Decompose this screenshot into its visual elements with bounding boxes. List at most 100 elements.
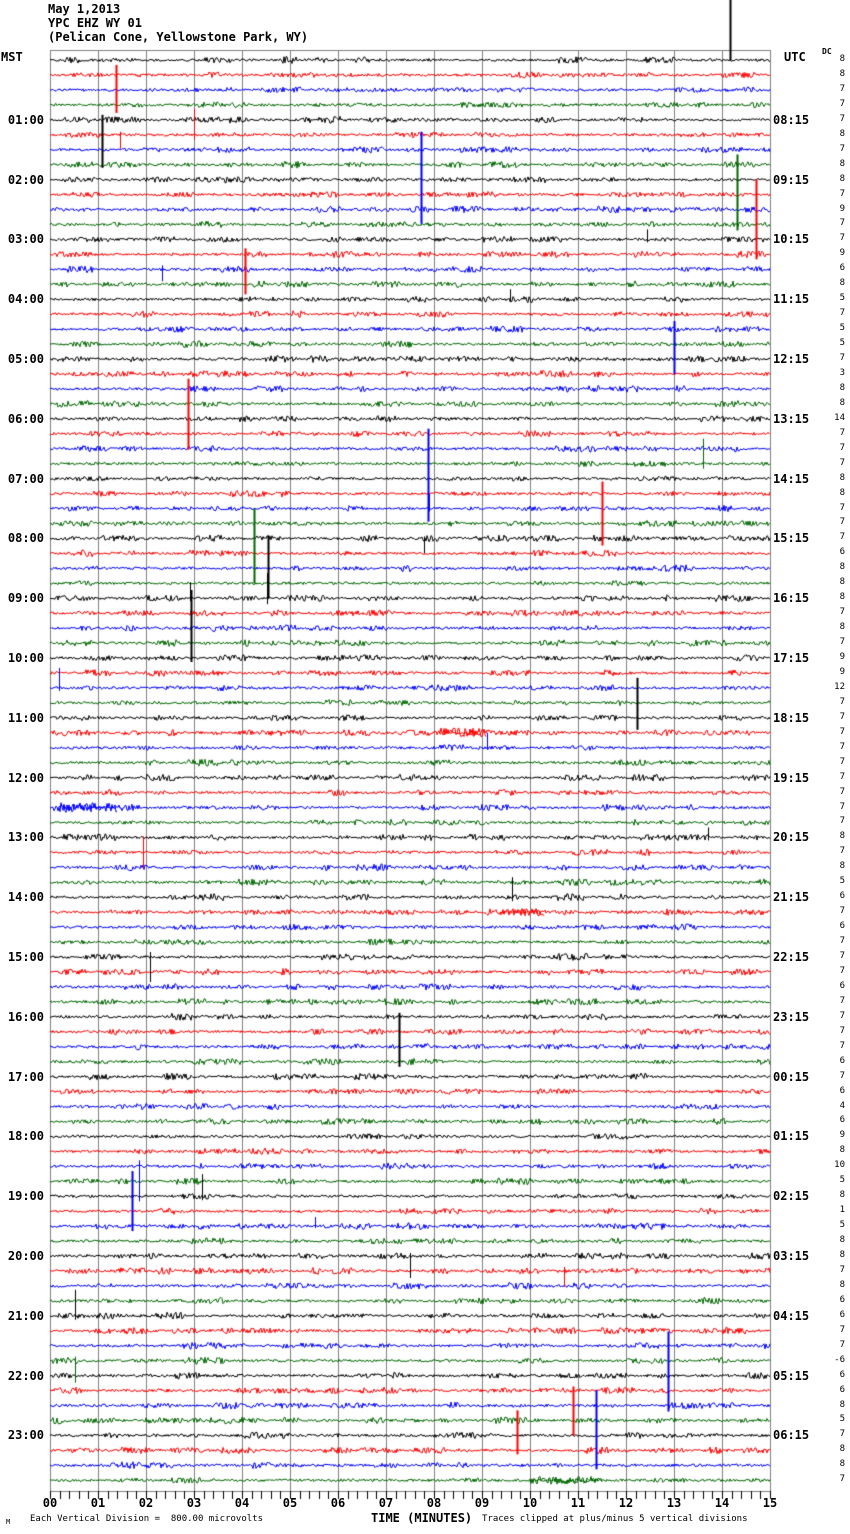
dc-offset-value: 7 xyxy=(839,353,845,363)
mst-hour-label: 17:00 xyxy=(7,1070,44,1084)
utc-hour-label: 22:15 xyxy=(773,950,810,964)
x-axis-tick-label: 12 xyxy=(618,1496,634,1510)
dc-offset-value: 6 xyxy=(839,1310,845,1320)
dc-offset-value: 7 xyxy=(839,1325,845,1335)
dc-offset-value: 7 xyxy=(839,84,845,94)
dc-offset-value: 7 xyxy=(839,1474,845,1484)
mst-hour-label: 01:00 xyxy=(7,113,44,127)
mst-hour-label: 22:00 xyxy=(7,1369,44,1383)
mst-hour-label: 03:00 xyxy=(7,232,44,246)
mst-hour-label: 23:00 xyxy=(7,1428,44,1442)
dc-offset-value: 8 xyxy=(839,488,845,498)
dc-offset-value: 8 xyxy=(839,1250,845,1260)
dc-offset-value: 6 xyxy=(839,921,845,931)
utc-column-header: UTC xyxy=(784,50,806,64)
x-axis-tick-label: 13 xyxy=(666,1496,682,1510)
dc-offset-value: 6 xyxy=(839,547,845,557)
utc-hour-label: 11:15 xyxy=(773,292,810,306)
mst-hour-label: 18:00 xyxy=(7,1129,44,1143)
mst-hour-label: 06:00 xyxy=(7,412,44,426)
dc-offset-value: 7 xyxy=(839,996,845,1006)
utc-hour-label: 17:15 xyxy=(773,651,810,665)
dc-offset-value: 7 xyxy=(839,951,845,961)
mst-hour-label: 10:00 xyxy=(7,651,44,665)
dc-offset-value: 7 xyxy=(839,99,845,109)
dc-column-header: DC xyxy=(822,47,832,56)
dc-offset-value: 14 xyxy=(834,413,845,423)
dc-offset-value: 6 xyxy=(839,1086,845,1096)
dc-offset-value: 8 xyxy=(839,592,845,602)
utc-hour-label: 14:15 xyxy=(773,472,810,486)
utc-hour-label: 03:15 xyxy=(773,1249,810,1263)
dc-offset-value: 7 xyxy=(839,517,845,527)
dc-offset-value: 10 xyxy=(834,1160,845,1170)
dc-offset-value: 7 xyxy=(839,308,845,318)
dc-offset-value: 6 xyxy=(839,1370,845,1380)
dc-offset-value: 4 xyxy=(839,1101,845,1111)
dc-offset-value: 8 xyxy=(839,54,845,64)
dc-offset-value: 7 xyxy=(839,458,845,468)
dc-offset-value: -6 xyxy=(834,1355,845,1365)
x-axis-tick-label: 09 xyxy=(474,1496,490,1510)
dc-offset-value: 7 xyxy=(839,532,845,542)
mst-hour-label: 13:00 xyxy=(7,830,44,844)
dc-offset-value: 8 xyxy=(839,622,845,632)
utc-hour-label: 23:15 xyxy=(773,1010,810,1024)
dc-offset-value: 7 xyxy=(839,218,845,228)
x-axis-tick-label: 03 xyxy=(186,1496,202,1510)
dc-offset-value: 8 xyxy=(839,1235,845,1245)
utc-hour-label: 08:15 xyxy=(773,113,810,127)
dc-offset-value: 7 xyxy=(839,1011,845,1021)
mst-hour-label: 20:00 xyxy=(7,1249,44,1263)
x-axis-tick-label: 02 xyxy=(138,1496,154,1510)
dc-offset-value: 9 xyxy=(839,667,845,677)
dc-offset-value: 5 xyxy=(839,1414,845,1424)
dc-offset-value: 7 xyxy=(839,697,845,707)
dc-offset-value: 8 xyxy=(839,278,845,288)
mst-hour-label: 12:00 xyxy=(7,771,44,785)
dc-offset-value: 9 xyxy=(839,248,845,258)
title-date: May 1,2013 xyxy=(48,2,121,16)
dc-offset-value: 8 xyxy=(839,1145,845,1155)
mst-hour-label: 09:00 xyxy=(7,591,44,605)
dc-offset-value: 7 xyxy=(839,966,845,976)
title-location: (Pelican Cone, Yellowstone Park, WY) xyxy=(48,30,309,44)
dc-offset-value: 12 xyxy=(834,682,845,692)
dc-offset-value: 7 xyxy=(839,607,845,617)
mst-hour-label: 19:00 xyxy=(7,1189,44,1203)
mst-hour-label: 02:00 xyxy=(7,173,44,187)
utc-hour-label: 09:15 xyxy=(773,173,810,187)
dc-offset-value: 7 xyxy=(839,1265,845,1275)
dc-offset-value: 5 xyxy=(839,876,845,886)
dc-offset-value: 6 xyxy=(839,981,845,991)
dc-offset-value: 1 xyxy=(839,1205,845,1215)
dc-offset-value: 7 xyxy=(839,742,845,752)
dc-offset-value: 6 xyxy=(839,1056,845,1066)
dc-offset-value: 8 xyxy=(839,159,845,169)
dc-offset-value: 8 xyxy=(839,861,845,871)
dc-offset-value: 7 xyxy=(839,114,845,124)
x-axis-tick-label: 11 xyxy=(570,1496,586,1510)
utc-hour-label: 00:15 xyxy=(773,1070,810,1084)
dc-offset-value: 7 xyxy=(839,906,845,916)
dc-offset-value: 6 xyxy=(839,1115,845,1125)
x-axis-tick-label: 00 xyxy=(42,1496,58,1510)
dc-offset-value: 7 xyxy=(839,503,845,513)
utc-hour-label: 10:15 xyxy=(773,232,810,246)
utc-hour-label: 06:15 xyxy=(773,1428,810,1442)
utc-hour-label: 15:15 xyxy=(773,531,810,545)
dc-offset-value: 7 xyxy=(839,1041,845,1051)
mst-hour-label: 08:00 xyxy=(7,531,44,545)
scale-note: Each Vertical Division = 800.00 microvol… xyxy=(30,1514,263,1524)
x-axis-title: TIME (MINUTES) xyxy=(371,1511,473,1525)
dc-offset-value: 9 xyxy=(839,204,845,214)
utc-hour-label: 04:15 xyxy=(773,1309,810,1323)
dc-offset-value: 6 xyxy=(839,1385,845,1395)
x-axis-tick-label: 06 xyxy=(330,1496,346,1510)
dc-offset-value: 5 xyxy=(839,1220,845,1230)
clip-note: Traces clipped at plus/minus 5 vertical … xyxy=(482,1514,748,1524)
utc-hour-label: 19:15 xyxy=(773,771,810,785)
dc-offset-value: 9 xyxy=(839,1130,845,1140)
x-axis-tick-label: 07 xyxy=(378,1496,394,1510)
